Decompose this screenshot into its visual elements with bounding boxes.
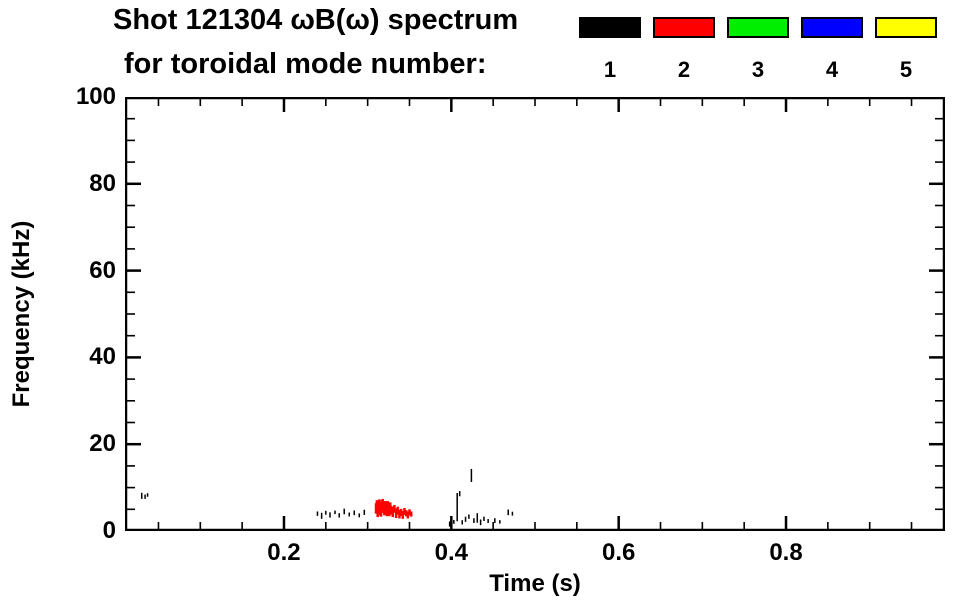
legend-mode-number: 1	[603, 57, 617, 82]
spectrum-mark-mode-2	[376, 505, 379, 518]
spectrum-mark-mode-2	[385, 507, 389, 517]
x-tick-label: 0.2	[267, 539, 301, 566]
spectrum-mark-mode-1	[144, 494, 146, 499]
spectrum-mark-mode-1	[487, 519, 489, 523]
spectrum-mark-mode-1	[343, 508, 345, 515]
spectrum-mark-mode-1	[476, 513, 479, 523]
spectrum-mark-mode-2	[393, 504, 396, 513]
spectrum-mark-mode-1	[456, 493, 458, 522]
spectrum-mark-mode-1	[507, 509, 509, 516]
spectrum-mark-mode-2	[394, 508, 398, 518]
spectrum-mark-mode-1	[468, 514, 470, 519]
legend-mode-number: 3	[751, 57, 765, 82]
legend-swatch-mode-2	[653, 17, 715, 38]
spectrum-mark-mode-1	[358, 513, 361, 518]
spectrum-mark-mode-1	[348, 512, 350, 517]
spectrum-mark-mode-1	[461, 520, 463, 525]
spectrum-mark-mode-1	[470, 468, 473, 482]
x-axis-label: Time (s)	[489, 570, 581, 597]
spectrum-mark-mode-2	[408, 509, 411, 516]
spectrum-mark-mode-2	[401, 511, 405, 519]
spectrum-mark-mode-2	[404, 510, 408, 517]
spectrum-mark-mode-1	[353, 510, 356, 516]
spectrum-mark-mode-2	[388, 508, 391, 517]
spectrum-mark-mode-1	[511, 511, 514, 516]
plot-area	[125, 97, 945, 531]
x-tick-label: 0.4	[434, 539, 468, 566]
legend-mode-number: 4	[825, 57, 839, 82]
spectrum-mark-mode-1	[338, 513, 340, 518]
legend-swatch-mode-1	[579, 17, 641, 38]
spectrum-mark-mode-1	[494, 518, 496, 523]
spectrum-mark-mode-2	[396, 506, 400, 515]
spectrum-mark-mode-1	[483, 516, 485, 522]
page-title: Shot 121304 ωB(ω) spectrum	[113, 4, 519, 36]
y-tick-label: 0	[102, 517, 116, 544]
spectrum-mark-mode-2	[391, 506, 395, 518]
x-tick-label: 0.6	[601, 539, 636, 566]
spectrum-mark-mode-1	[334, 510, 336, 515]
spectrum-mark-mode-1	[448, 521, 451, 527]
spectrum-mark-mode-1	[363, 509, 366, 515]
spectrum-mark-mode-1	[458, 491, 461, 497]
legend-mode-number: 5	[899, 57, 913, 82]
spectrum-mark-mode-2	[379, 507, 383, 517]
spectrum-mark-mode-1	[140, 492, 143, 499]
spectrum-mark-mode-2	[403, 507, 406, 515]
legend-title: for toroidal mode number:	[124, 48, 487, 80]
axis-frame	[125, 97, 945, 531]
y-tick-label: 80	[89, 169, 116, 197]
y-tick-label: 100	[75, 83, 116, 110]
spectrum-mark-mode-2	[375, 500, 379, 509]
legend-swatch-mode-3	[727, 17, 789, 38]
spectrum-mark-mode-1	[320, 512, 323, 519]
spectrum-mark-mode-2	[406, 511, 410, 519]
spectrum-mark-mode-1	[325, 510, 327, 515]
y-tick-label: 40	[89, 343, 116, 371]
legend-mode-number: 2	[677, 57, 691, 82]
spectrum-mark-mode-1	[473, 518, 475, 523]
spectrum-mark-mode-1	[316, 511, 319, 516]
legend-swatch-mode-5	[875, 17, 937, 38]
x-tick-label: 0.8	[769, 539, 803, 566]
y-axis-label: Frequency (kHz)	[8, 220, 35, 408]
spectrum-mark-mode-1	[479, 519, 482, 526]
spectrum-mark-mode-2	[399, 508, 403, 516]
spectrum-mark-mode-1	[499, 520, 501, 524]
spectrum-mark-mode-2	[398, 509, 401, 519]
spectrum-mark-mode-1	[329, 512, 331, 518]
spectrum-mark-mode-2	[409, 511, 413, 517]
spectrum-mark-mode-2	[383, 505, 386, 516]
spectrum-mark-mode-1	[453, 519, 455, 524]
spectrum-mark-mode-1	[464, 516, 467, 522]
legend-swatch-mode-4	[801, 17, 863, 38]
y-tick-label: 60	[89, 256, 116, 284]
y-tick-label: 20	[89, 430, 116, 458]
spectrum-mark-mode-1	[146, 493, 149, 497]
spectrum-mark-mode-2	[389, 505, 393, 515]
